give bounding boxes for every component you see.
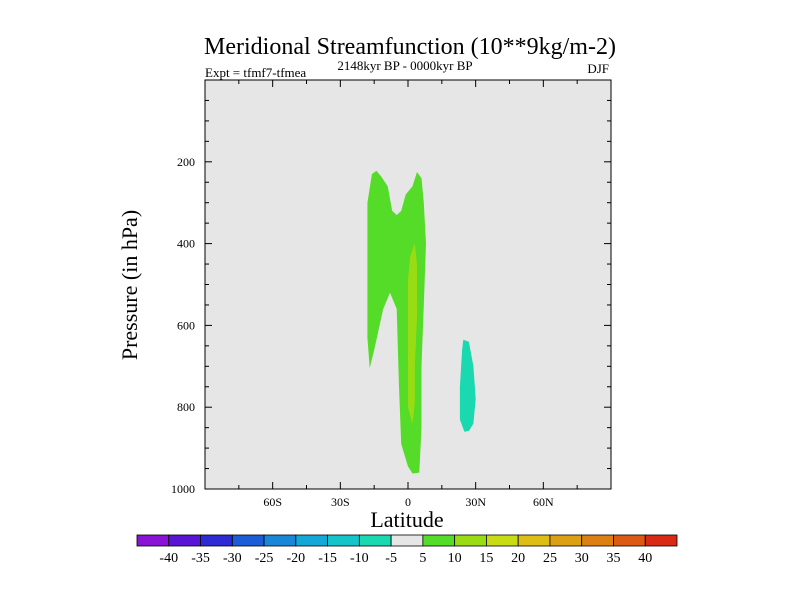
colorbar-label: -25 [255, 551, 274, 566]
colorbar-swatch [644, 534, 678, 547]
contour-region-2 [408, 243, 417, 424]
colorbar-label: -5 [385, 551, 397, 566]
x-tick-label: 0 [405, 495, 411, 509]
colorbar-label: -20 [286, 551, 305, 566]
colorbar-swatch [327, 534, 360, 547]
colorbar-label: 5 [419, 551, 426, 566]
colorbar-label: -35 [191, 551, 210, 566]
colorbar-swatch [200, 534, 233, 547]
colorbar-swatch [358, 534, 392, 547]
chart-title: Meridional Streamfunction (10**9kg/m-2) [204, 34, 616, 60]
colorbar-label: 20 [511, 551, 525, 566]
colorbar-swatch [517, 534, 551, 547]
colorbar-swatch [422, 534, 456, 547]
y-tick-label: 200 [177, 155, 195, 169]
contour-regions [367, 170, 476, 474]
y-tick-label: 400 [177, 237, 195, 251]
y-tick-label: 1000 [171, 482, 195, 496]
colorbar: -40 -35 -30 -25 -20 -15 -10 -5 5 10 15 20 25 30 35 40 [136, 534, 678, 566]
contour-region-3 [459, 339, 476, 432]
colorbar-swatch [136, 534, 170, 547]
season-label: DJF [587, 61, 609, 76]
colorbar-label: 10 [448, 551, 462, 566]
axis-ticks: 60S 30S 0 30N 60N 200 400 600 800 1000 [171, 80, 612, 509]
colorbar-label: 25 [543, 551, 557, 566]
colorbar-swatch [581, 534, 614, 547]
colorbar-label: 30 [575, 551, 589, 566]
colorbar-swatch [231, 534, 265, 547]
colorbar-swatch [454, 534, 487, 547]
y-axis-label: Pressure (in hPa) [117, 210, 142, 360]
x-tick-label: 60N [533, 495, 554, 509]
colorbar-label: 15 [479, 551, 493, 566]
y-tick-label: 600 [177, 318, 195, 332]
colorbar-label: -15 [318, 551, 337, 566]
colorbar-swatch [263, 534, 297, 547]
y-tick-label: 800 [177, 400, 195, 414]
colorbar-swatch [613, 534, 646, 547]
experiment-label: Expt = tfmf7-tfmea [205, 65, 306, 80]
colorbar-swatch [295, 534, 328, 547]
colorbar-swatch [390, 534, 424, 547]
colorbar-label: 35 [606, 551, 620, 566]
colorbar-label: 40 [638, 551, 652, 566]
x-axis-label: Latitude [370, 507, 443, 532]
colorbar-label: -10 [350, 551, 369, 566]
colorbar-label: -30 [223, 551, 242, 566]
x-tick-label: 60S [263, 495, 282, 509]
period-label: 2148kyr BP - 0000kyr BP [337, 58, 472, 73]
colorbar-swatch [168, 534, 201, 547]
colorbar-swatch [486, 534, 519, 547]
x-tick-label: 30S [331, 495, 350, 509]
x-tick-label: 30N [465, 495, 486, 509]
colorbar-label: -40 [159, 551, 178, 566]
colorbar-swatch [549, 534, 583, 547]
